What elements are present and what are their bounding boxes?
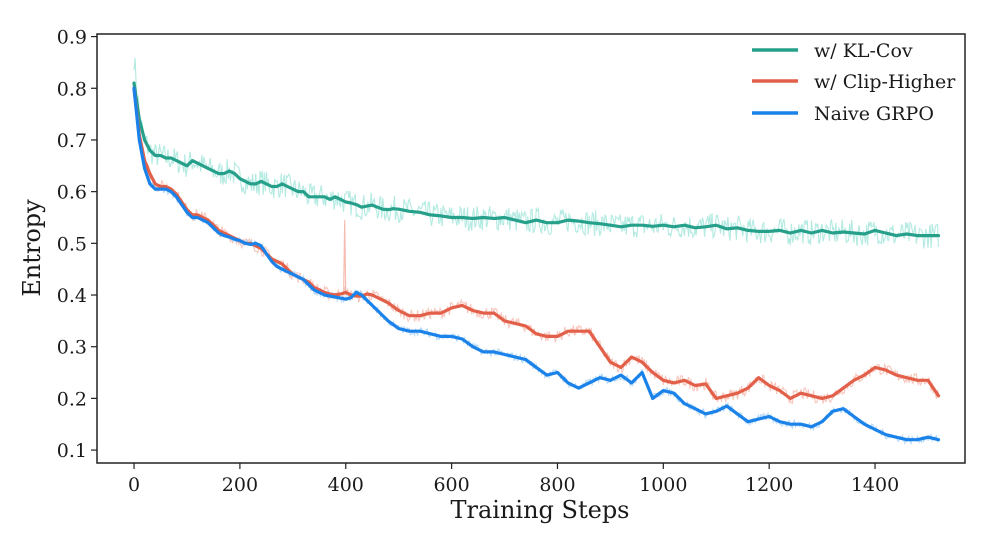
plot-frame — [96, 33, 966, 464]
x-axis-title: Training Steps — [450, 496, 629, 524]
y-tick-label: 0.2 — [57, 388, 87, 410]
raw-trace-w-kl-cov — [133, 57, 940, 249]
x-tick-label: 1200 — [745, 474, 793, 496]
legend-label-clip-higher: w/ Clip-Higher — [814, 71, 956, 93]
y-tick-label: 0.6 — [57, 182, 87, 204]
series-line-naive-grpo — [132, 86, 941, 442]
y-tick-label: 0.9 — [57, 27, 87, 49]
x-tick-label: 400 — [328, 474, 364, 496]
y-axis-ticks: 0.1 0.2 0.3 0.4 0.5 0.6 0.7 0.8 0.9 — [57, 27, 97, 462]
x-tick-label: 200 — [222, 474, 258, 496]
legend-label-naive-grpo: Naive GRPO — [814, 103, 934, 125]
series-line-w-clip-higher — [132, 86, 941, 400]
x-tick-label: 1400 — [851, 474, 899, 496]
x-tick-label: 800 — [539, 474, 575, 496]
y-tick-label: 0.3 — [57, 337, 87, 359]
x-tick-label: 600 — [433, 474, 469, 496]
series-line-w-kl-cov — [132, 81, 941, 238]
x-tick-label: 0 — [128, 474, 140, 496]
y-tick-label: 0.7 — [57, 130, 87, 152]
legend: w/ KL-Cov w/ Clip-Higher Naive GRPO — [752, 40, 956, 125]
x-tick-label: 1000 — [639, 474, 687, 496]
legend-label-kl-cov: w/ KL-Cov — [814, 40, 913, 62]
y-tick-label: 0.1 — [57, 440, 87, 462]
x-axis-ticks: 0 200 400 600 800 1000 1200 1400 — [128, 463, 899, 496]
y-tick-label: 0.4 — [57, 285, 87, 307]
raw-spike-clip-higher — [343, 220, 347, 296]
y-tick-label: 0.5 — [57, 233, 87, 255]
y-tick-label: 0.8 — [57, 78, 87, 100]
series-lines — [132, 81, 941, 442]
y-axis-title: Entropy — [18, 199, 46, 297]
